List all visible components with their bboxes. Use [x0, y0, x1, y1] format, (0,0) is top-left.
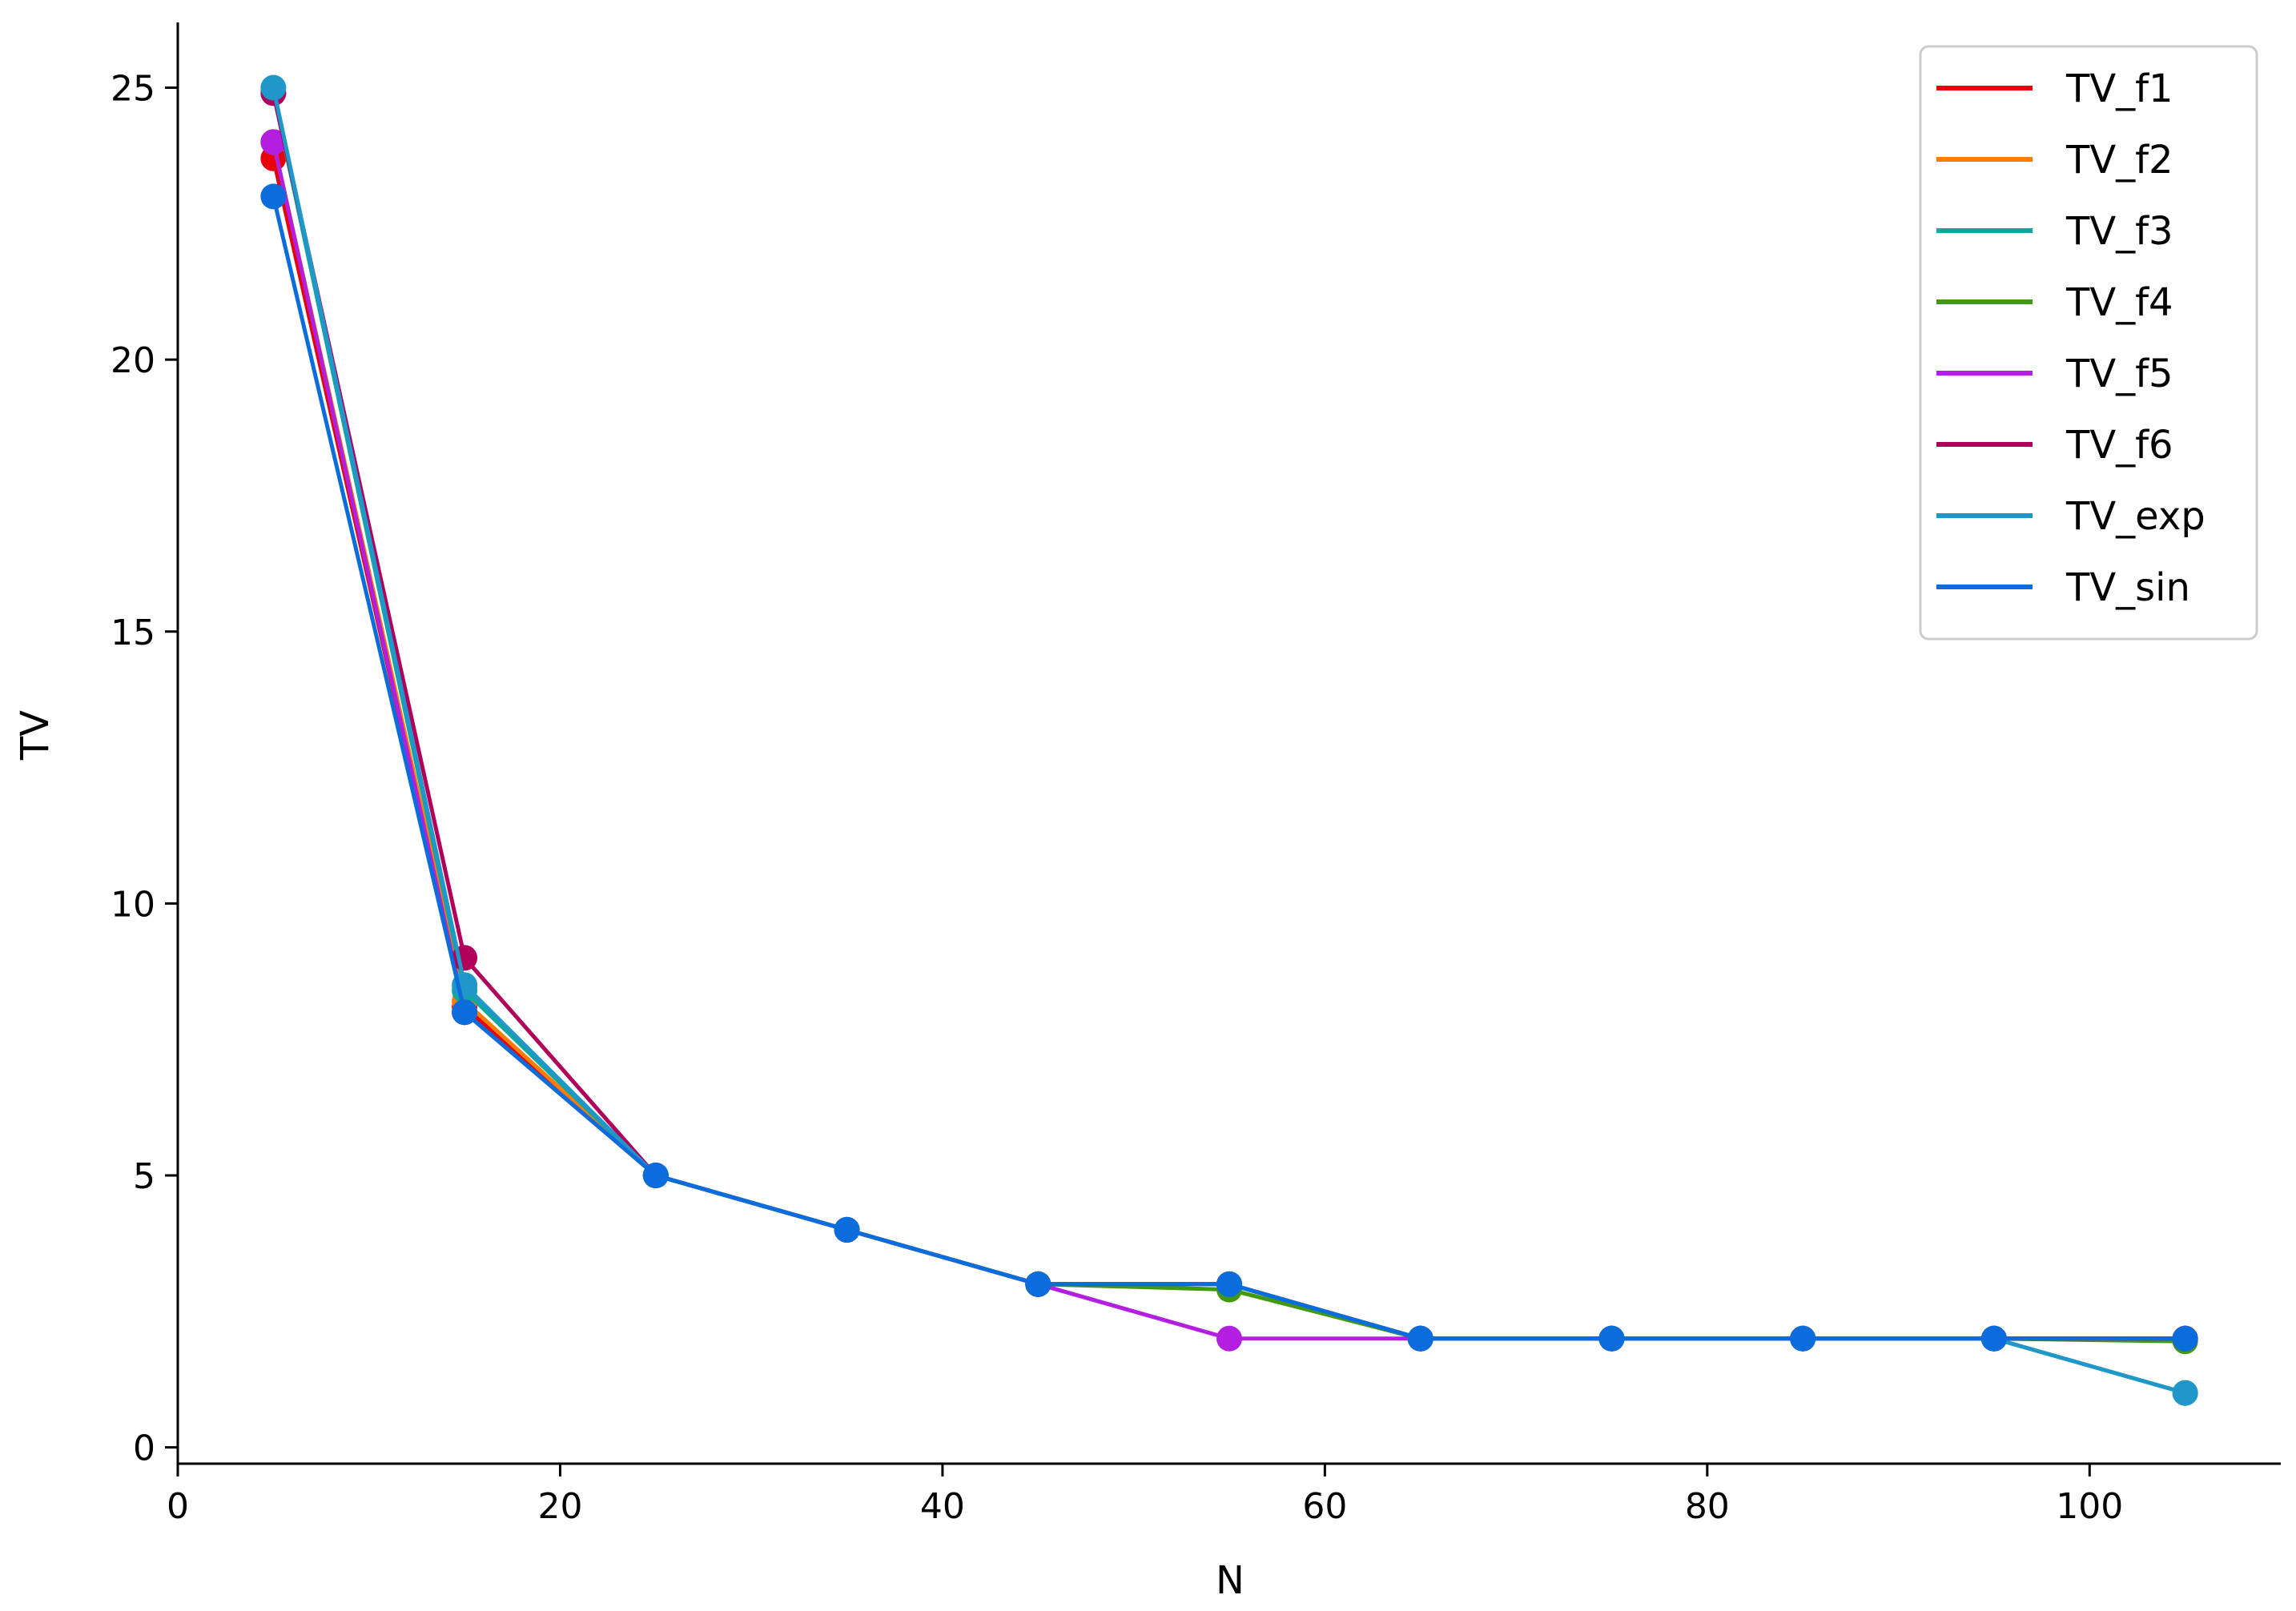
series-line — [271, 92, 2185, 1341]
series-line — [271, 141, 2185, 1341]
series-TV_f2 — [260, 129, 2198, 1352]
legend-box — [1919, 45, 2258, 641]
data-point — [1025, 1271, 1051, 1297]
data-point — [1407, 1325, 1433, 1352]
data-point — [1980, 1325, 2007, 1352]
legend-label: TV_exp — [2065, 494, 2206, 539]
legend-label: TV_f1 — [2065, 66, 2173, 111]
legend-label: TV_f6 — [2065, 423, 2173, 468]
legend-label: TV_f2 — [2065, 138, 2173, 183]
series-line — [271, 141, 2185, 1344]
data-point — [1216, 1325, 1242, 1352]
legend: TV_f1 TV_f2 TV_f3 TV_f4 TV_f5 TV_f6 TV_exp TV_s… — [1919, 45, 2258, 641]
series-TV_f1 — [260, 145, 2198, 1352]
series-line — [271, 92, 2186, 1396]
series-TV_f5 — [260, 129, 2198, 1352]
y-tick-label: 10 — [111, 884, 155, 925]
x-tick-label: 60 — [1302, 1486, 1347, 1527]
data-point — [260, 74, 287, 101]
y-tick-label: 20 — [111, 340, 155, 381]
x-tick-label: 80 — [1685, 1486, 1730, 1527]
series-line — [271, 195, 2185, 1341]
legend-label: TV_f3 — [2065, 209, 2173, 254]
data-point — [1790, 1325, 1816, 1352]
y-tick-label: 15 — [111, 613, 155, 653]
y-tick-label: 25 — [111, 69, 155, 110]
series-TV_f3 — [260, 80, 2198, 1406]
data-point — [2172, 1380, 2198, 1406]
series-TV_sin — [260, 183, 2198, 1352]
axes: 0 20 40 60 80 100 0 5 10 15 20 25 — [111, 22, 2281, 1527]
data-point — [1598, 1325, 1625, 1352]
x-tick-label: 0 — [167, 1486, 189, 1527]
x-axis-title: N — [1216, 1558, 1245, 1603]
y-tick-label: 0 — [133, 1428, 155, 1469]
data-point — [260, 129, 287, 155]
series-TV_f4 — [260, 129, 2198, 1355]
data-point — [1216, 1271, 1242, 1297]
data-point — [452, 999, 478, 1026]
data-point — [2172, 1325, 2198, 1352]
series-TV_f6 — [260, 80, 2198, 1352]
data-point — [260, 183, 287, 210]
y-axis-title: TV — [13, 710, 58, 761]
legend-label: TV_f4 — [2065, 280, 2173, 325]
x-tick-label: 40 — [920, 1486, 965, 1527]
data-point — [642, 1163, 669, 1188]
legend-label: TV_sin — [2065, 565, 2190, 610]
data-point — [834, 1216, 860, 1243]
series-TV_exp — [260, 74, 2198, 1406]
x-tick-label: 20 — [537, 1486, 582, 1527]
series-line — [271, 158, 2185, 1341]
series-line — [271, 141, 2185, 1341]
x-tick-label: 100 — [2056, 1486, 2123, 1527]
legend-label: TV_f5 — [2065, 352, 2173, 396]
series-layer — [260, 74, 2198, 1406]
y-tick-label: 5 — [133, 1156, 155, 1197]
series-line — [271, 86, 2186, 1396]
